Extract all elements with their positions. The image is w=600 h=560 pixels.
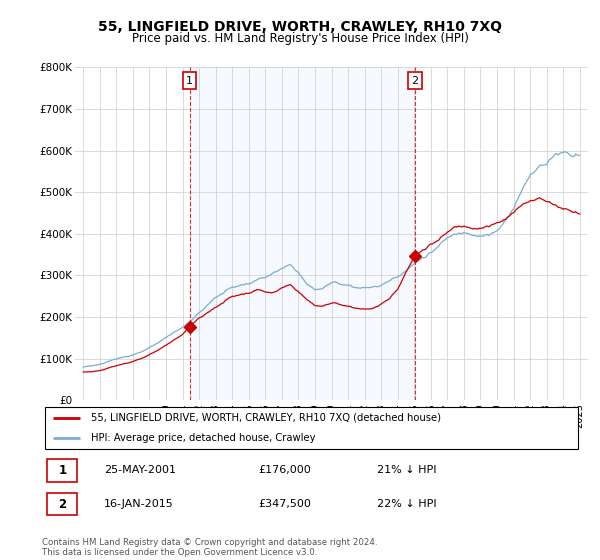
Text: £176,000: £176,000 [258,465,311,475]
Text: 2: 2 [412,76,418,86]
Text: Contains HM Land Registry data © Crown copyright and database right 2024.
This d: Contains HM Land Registry data © Crown c… [42,538,377,557]
Text: 25-MAY-2001: 25-MAY-2001 [104,465,176,475]
Text: 55, LINGFIELD DRIVE, WORTH, CRAWLEY, RH10 7XQ (detached house): 55, LINGFIELD DRIVE, WORTH, CRAWLEY, RH1… [91,413,440,423]
FancyBboxPatch shape [45,407,578,449]
Text: HPI: Average price, detached house, Crawley: HPI: Average price, detached house, Craw… [91,433,315,443]
FancyBboxPatch shape [47,493,77,515]
Text: 2: 2 [58,497,67,511]
Text: 16-JAN-2015: 16-JAN-2015 [104,499,174,509]
FancyBboxPatch shape [47,459,77,482]
Text: 1: 1 [186,76,193,86]
Text: Price paid vs. HM Land Registry's House Price Index (HPI): Price paid vs. HM Land Registry's House … [131,32,469,45]
Text: 21% ↓ HPI: 21% ↓ HPI [377,465,436,475]
Text: 55, LINGFIELD DRIVE, WORTH, CRAWLEY, RH10 7XQ: 55, LINGFIELD DRIVE, WORTH, CRAWLEY, RH1… [98,20,502,34]
Text: 1: 1 [58,464,67,477]
Text: £347,500: £347,500 [258,499,311,509]
Text: 22% ↓ HPI: 22% ↓ HPI [377,499,436,509]
Bar [190,67,415,400]
